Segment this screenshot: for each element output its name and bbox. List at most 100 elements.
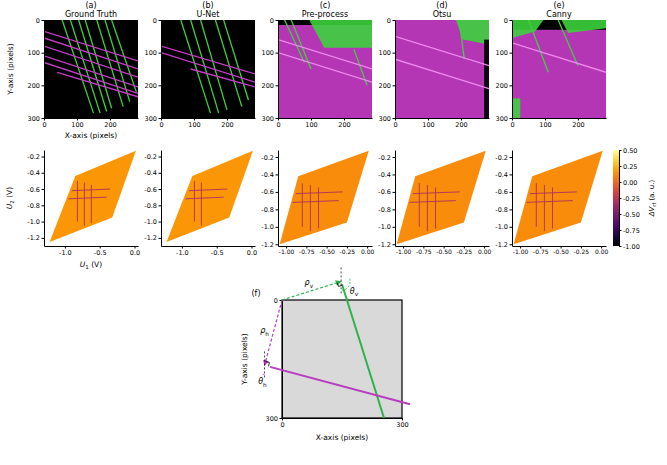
y-tick: -0.8	[261, 206, 278, 214]
panel-title: Ground Truth	[65, 10, 117, 19]
y-tick-mark	[393, 227, 396, 228]
x-tick-label: -0.5	[94, 249, 107, 257]
x-tick: -0.75	[416, 246, 432, 255]
x-tick: -0.75	[533, 246, 549, 255]
y-axis: 0100200300	[379, 17, 396, 123]
panel-letter: (f)	[251, 289, 260, 298]
y-tick-label: -0.6	[144, 186, 157, 194]
plot-area	[514, 151, 603, 244]
transition-line	[544, 185, 545, 231]
x-axis-line	[279, 118, 373, 119]
x-tick-label: -0.75	[533, 248, 549, 255]
y-tick-label: 300	[496, 115, 508, 123]
y-tick-label: 300	[262, 115, 274, 123]
x-axis-line	[162, 246, 256, 247]
region	[512, 98, 520, 118]
heatmap-panel: -1.00-0.75-0.50-0.250.00-1.2-1.0-0.8-0.6…	[495, 151, 608, 256]
y-tick: -0.4	[378, 171, 395, 179]
y-tick-label: 0	[274, 297, 278, 305]
y-tick: -0.8	[27, 202, 44, 210]
transition-line	[68, 197, 106, 199]
y-tick: -0.8	[378, 206, 395, 214]
y-tick-mark	[159, 85, 162, 86]
y-tick: -0.6	[144, 186, 161, 194]
stability-region	[50, 151, 136, 242]
y-axis-line	[512, 151, 513, 247]
y-tick-label: -0.2	[378, 154, 391, 162]
image-background	[512, 20, 606, 118]
transition-line	[91, 185, 92, 223]
y-axis-line	[282, 301, 283, 419]
y-tick: -0.8	[495, 206, 512, 214]
x-tick: 200	[338, 118, 350, 129]
x-axis-title: X-axis (pixels)	[316, 433, 368, 442]
y-tick-label: -1.0	[495, 223, 508, 231]
colorbar-tick: 0.00	[619, 179, 637, 187]
y-tick: 300	[262, 115, 278, 123]
y-tick-label: 300	[145, 115, 157, 123]
x-tick: -0.50	[319, 246, 335, 255]
theta-label: θv	[350, 287, 359, 297]
colorbar-tick-label: -0.75	[623, 227, 640, 235]
transition-line	[194, 181, 195, 222]
y-tick-mark	[276, 244, 279, 245]
x-axis: -1.00-0.75-0.50-0.250.00	[396, 246, 492, 255]
panel-title: Otsu	[433, 10, 452, 19]
colorbar-tick-label: 0.50	[623, 147, 637, 155]
y-tick-label: -1.0	[144, 218, 157, 226]
y-tick-mark	[159, 20, 162, 21]
y-tick-label: -0.6	[27, 186, 40, 194]
heatmap-panel: -1.0-0.50.0-1.2-1.0-0.8-0.6-0.4-0.2	[144, 151, 257, 257]
y-tick-mark	[276, 227, 279, 228]
y-tick: 200	[28, 82, 44, 90]
y-tick-label: 0	[504, 17, 508, 25]
y-tick-mark	[159, 222, 162, 223]
transition-line	[318, 188, 319, 229]
detected-line	[342, 284, 384, 418]
y-tick-label: -1.2	[495, 241, 508, 249]
y-tick: 100	[379, 49, 395, 57]
transition-line	[296, 192, 343, 194]
y-tick-mark	[42, 238, 45, 239]
panel-letter: (d)	[436, 1, 447, 10]
x-tick: 200	[572, 118, 584, 129]
line-segment	[44, 31, 138, 60]
transition-line	[293, 201, 339, 203]
y-tick-label: 100	[496, 49, 508, 57]
y-tick: -1.2	[495, 241, 512, 249]
image-background	[161, 20, 255, 118]
y-tick-mark	[42, 118, 45, 119]
y-tick: -1.0	[27, 218, 44, 226]
theta-label-sub: v	[355, 291, 359, 297]
y-tick: -1.2	[261, 241, 278, 249]
region	[309, 20, 372, 48]
reference-line	[264, 351, 265, 379]
image-panel: 01002000100200300(d)Otsu	[379, 1, 490, 129]
y-tick: 100	[145, 49, 161, 57]
x-tick: 100	[188, 118, 200, 129]
y-tick: 300	[266, 415, 282, 423]
x-tick: 0	[280, 418, 284, 429]
y-axis: 0100200300	[145, 17, 162, 123]
x-axis: -1.0-0.50.0	[45, 246, 141, 257]
image-panel: 01002000100200300(a)Ground TruthX-axis (…	[6, 1, 139, 140]
y-tick-label: 0	[270, 17, 274, 25]
line-segment	[459, 20, 464, 59]
x-tick-label: 0.0	[130, 249, 140, 257]
transition-line	[427, 185, 428, 231]
transition-line	[72, 189, 110, 191]
y-axis-line	[512, 21, 513, 119]
x-axis-line	[513, 246, 607, 247]
x-tick-label: 0.00	[478, 248, 492, 255]
colorbar-axis: 0.500.250.00-0.25-0.50-0.75-1.00	[619, 147, 640, 251]
y-axis: 0100200300	[262, 17, 279, 123]
y-tick: 300	[145, 115, 161, 123]
x-tick-label: 100	[539, 121, 551, 129]
y-tick-mark	[393, 85, 396, 86]
y-tick: 200	[496, 82, 512, 90]
transition-line	[530, 192, 577, 194]
y-tick: -0.2	[495, 154, 512, 162]
y-tick: 300	[28, 115, 44, 123]
x-tick: -0.75	[299, 246, 315, 255]
y-axis-line	[161, 151, 162, 247]
